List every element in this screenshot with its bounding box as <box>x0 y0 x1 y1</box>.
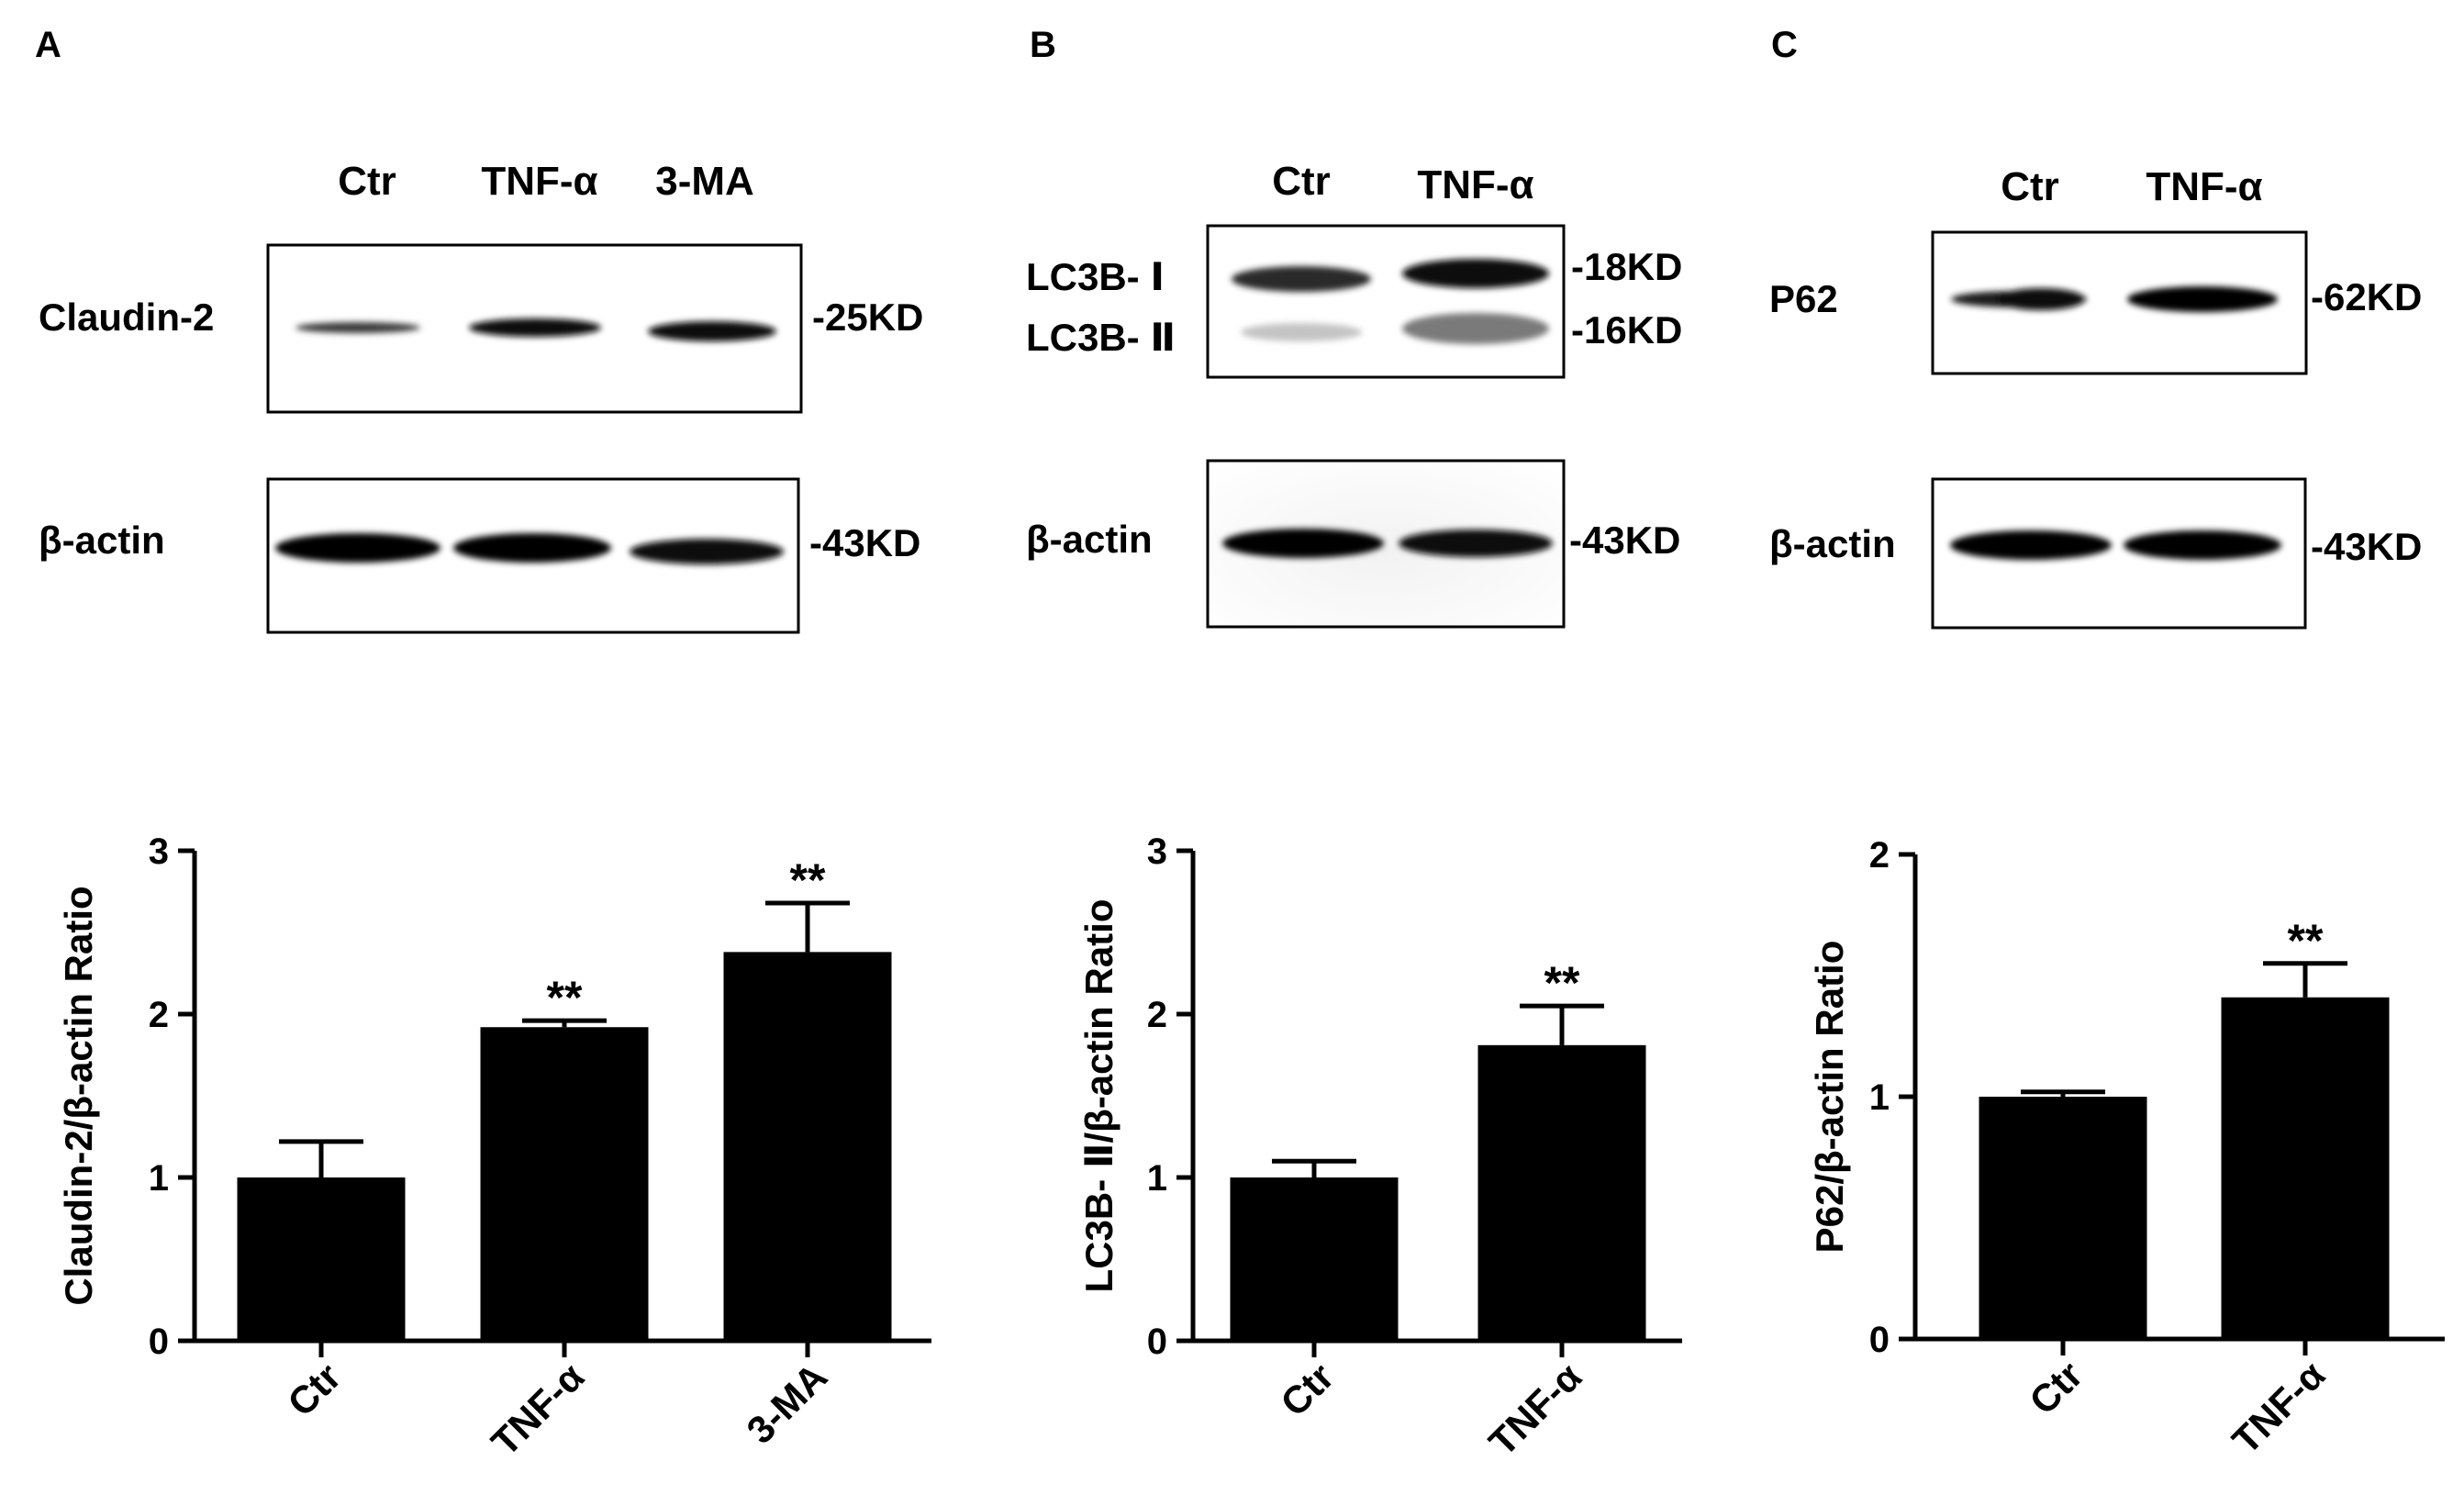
lane-label: TNF-α <box>1417 162 1533 207</box>
blot-label: β-actin <box>1026 518 1153 561</box>
blot-label: Claudin-2 <box>39 296 214 339</box>
x-tick-label: TNF-α <box>483 1355 592 1464</box>
y-tick-label: 1 <box>1147 1158 1167 1199</box>
y-tick-label: 3 <box>1147 831 1167 872</box>
y-axis-label: Claudin-2/β-actin Ratio <box>57 886 100 1305</box>
band <box>469 318 601 337</box>
band <box>1402 259 1549 288</box>
band <box>1402 313 1549 344</box>
blot-label-2: LC3B- Ⅱ <box>1026 316 1176 359</box>
band <box>1950 530 2112 560</box>
significance-marker: ** <box>1544 957 1580 1009</box>
panel-a-blots: A Ctr TNF-α 3-MA Claudin-2 -25KD β-actin… <box>35 25 923 634</box>
lane-label: Ctr <box>1272 159 1331 204</box>
significance-marker: ** <box>2288 915 2324 966</box>
band <box>648 321 776 341</box>
lane-label: Ctr <box>2001 164 2059 209</box>
band <box>1232 266 1371 292</box>
band <box>295 322 420 333</box>
blot-label: β-actin <box>1769 522 1896 565</box>
marker-label: -25KD <box>812 296 923 339</box>
panel-letter: B <box>1030 25 1056 65</box>
bar-chart-p62: 0 1 2 P62/β-actin Ratio Ctr ** TNF-α <box>1808 835 2445 1462</box>
marker-label: -18KD <box>1571 245 1682 288</box>
band <box>275 533 440 563</box>
y-tick-label: 2 <box>1147 995 1167 1035</box>
bar <box>1477 1044 1646 1341</box>
y-tick-label: 3 <box>149 831 169 872</box>
y-tick-label: 0 <box>1147 1322 1167 1362</box>
panel-letter: A <box>35 25 61 65</box>
band <box>1997 288 2085 310</box>
x-tick-label: 3-MA <box>739 1355 836 1452</box>
band <box>2124 530 2281 560</box>
y-tick-label: 0 <box>1869 1320 1890 1360</box>
marker-label: -43KD <box>2311 525 2422 568</box>
bar <box>1979 1097 2147 1339</box>
significance-marker: ** <box>547 972 583 1023</box>
y-tick-label: 0 <box>149 1322 169 1362</box>
blot-bands <box>1232 259 1549 344</box>
band <box>1222 529 1384 558</box>
y-tick-label: 1 <box>1869 1077 1890 1118</box>
band <box>453 533 611 563</box>
marker-label: -16KD <box>1571 308 1682 351</box>
x-tick-label: Ctr <box>2021 1353 2090 1422</box>
blot-label: P62 <box>1769 277 1838 320</box>
bar-chart-lc3b: 0 1 2 3 LC3B- Ⅱ/β-actin Ratio Ctr ** TNF-α <box>1077 831 1682 1464</box>
bar <box>723 952 892 1341</box>
blot-label: β-actin <box>39 519 165 562</box>
blot-bands <box>1222 529 1553 558</box>
x-tick-label: TNF-α <box>1480 1355 1589 1464</box>
band <box>2127 286 2278 312</box>
marker-label: -43KD <box>809 521 920 564</box>
lane-label: 3-MA <box>655 159 754 204</box>
blot-bands <box>1951 286 2278 312</box>
y-axis-label: LC3B- Ⅱ/β-actin Ratio <box>1077 899 1121 1293</box>
panel-b-blots: B Ctr TNF-α LC3B- Ⅰ LC3B- Ⅱ -18KD -16KD … <box>1026 25 1682 629</box>
lane-label: TNF-α <box>2146 164 2262 209</box>
blot-label: LC3B- Ⅰ <box>1026 255 1165 298</box>
x-tick-label: TNF-α <box>2224 1353 2333 1462</box>
blot-bands <box>275 533 784 564</box>
panel-c-blots: C Ctr TNF-α P62 -62KD β-actin -43KD <box>1769 25 2422 630</box>
bar <box>480 1027 649 1341</box>
blot-frame <box>1206 224 1566 379</box>
panel-letter: C <box>1771 25 1798 65</box>
x-tick-label: Ctr <box>279 1355 349 1424</box>
significance-marker: ** <box>790 854 826 906</box>
y-tick-label: 2 <box>1869 835 1890 876</box>
bar <box>1230 1177 1399 1341</box>
bar-chart-claudin2: 0 1 2 3 Claudin-2/β-actin Ratio Ctr ** TNF-α ** 3… <box>57 831 931 1464</box>
y-tick-label: 2 <box>149 995 169 1035</box>
lane-label: Ctr <box>338 159 396 204</box>
bar <box>2221 997 2390 1339</box>
x-tick-label: Ctr <box>1272 1355 1342 1424</box>
marker-label: -43KD <box>1569 519 1680 562</box>
bar <box>237 1177 406 1341</box>
marker-label: -62KD <box>2311 275 2422 318</box>
y-tick-label: 1 <box>149 1158 169 1199</box>
band <box>1399 530 1553 557</box>
blot-bands <box>1950 530 2281 560</box>
band <box>1241 323 1362 341</box>
lane-label: TNF-α <box>481 159 597 204</box>
band <box>630 539 784 564</box>
blot-bands <box>295 318 776 341</box>
y-axis-label: P62/β-actin Ratio <box>1808 941 1851 1254</box>
